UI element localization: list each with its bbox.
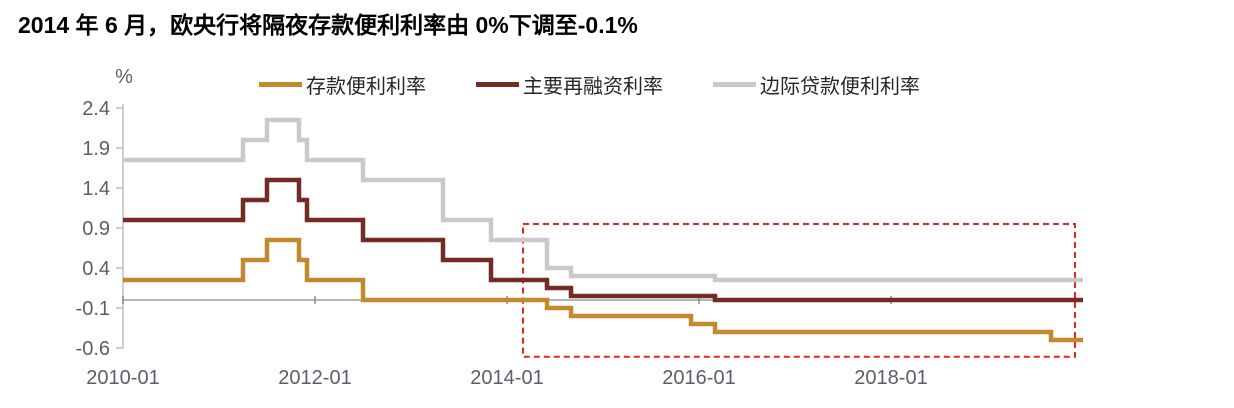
legend-item-0: 存款便利利率 (259, 70, 426, 99)
legend-swatch-icon (259, 82, 302, 87)
y-tick-label: 0.4 (82, 258, 110, 280)
y-tick-label: -0.6 (76, 338, 110, 360)
y-tick-label: 1.9 (82, 138, 110, 160)
series-line-存款便利利率 (123, 237, 1083, 343)
legend-item-2: 边际贷款便利利率 (713, 70, 920, 99)
legend-label: 边际贷款便利利率 (760, 76, 920, 98)
x-tick-label: 2010-01 (86, 367, 159, 389)
y-tick-label: -0.1 (76, 298, 110, 320)
legend-swatch-icon (713, 82, 756, 87)
legend-label: 存款便利利率 (306, 76, 426, 98)
highlight-box (522, 223, 1076, 358)
x-tick-label: 2018-01 (854, 367, 927, 389)
legend: 存款便利利率 主要再融资利率 边际贷款便利利率 (259, 70, 920, 99)
y-tick-label: 1.4 (82, 178, 110, 200)
y-tick-label: 2.4 (82, 98, 110, 120)
series-line-主要再融资利率 (123, 177, 1083, 303)
y-tick-label: 0.9 (82, 218, 110, 240)
legend-label: 主要再融资利率 (523, 76, 663, 98)
x-tick-label: 2016-01 (662, 367, 735, 389)
legend-swatch-icon (476, 82, 519, 87)
y-axis-unit-label: % (115, 66, 133, 88)
legend-item-1: 主要再融资利率 (476, 70, 663, 99)
x-tick-label: 2014-01 (470, 367, 543, 389)
series-line-边际贷款便利利率 (123, 117, 1083, 283)
x-tick-label: 2012-01 (278, 367, 351, 389)
chart-title: 2014 年 6 月，欧央行将隔夜存款便利利率由 0%下调至-0.1% (18, 12, 638, 38)
